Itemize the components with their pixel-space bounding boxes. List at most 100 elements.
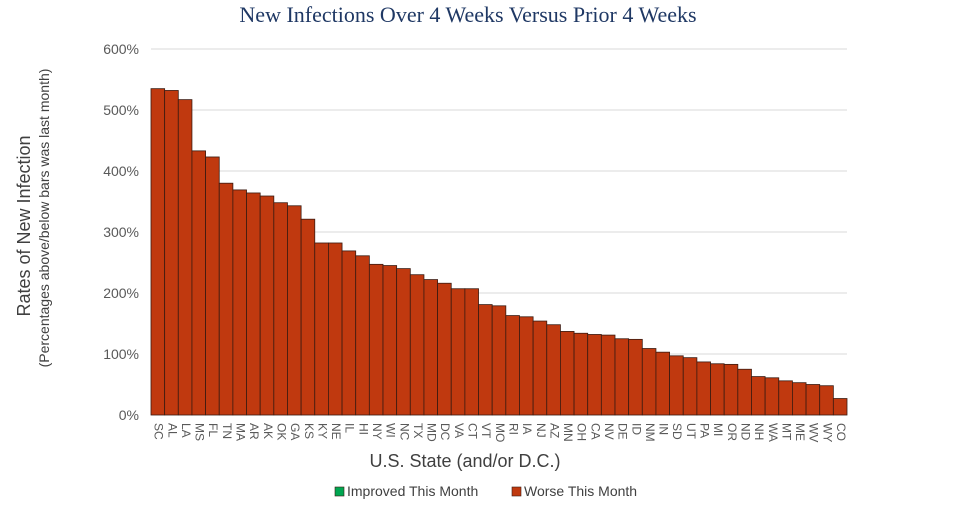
x-tick-label: AZ [547, 423, 561, 438]
bar-ky [314, 242, 329, 416]
bar-ks [300, 218, 316, 416]
legend-label: Improved This Month [347, 483, 478, 499]
x-tick-label: AK [261, 423, 275, 439]
x-tick-label: MD [425, 423, 439, 442]
x-tick-label: RI [506, 423, 520, 435]
y-axis-subtitle: (Percentages above/below bars was last m… [36, 69, 52, 368]
bar-ok [273, 202, 288, 416]
x-tick-label: MT [779, 423, 793, 441]
bar-nc [396, 268, 411, 416]
bar-oh [573, 332, 589, 416]
bar-ms [191, 150, 206, 416]
bar-nm [641, 348, 657, 416]
x-tick-label: IL [343, 423, 357, 433]
x-tick-label: DE [616, 423, 630, 440]
bar-mn [560, 331, 575, 416]
x-tick-label: HI [356, 423, 370, 435]
x-tick-label: PA [698, 423, 712, 438]
chart-title: New Infections Over 4 Weeks Versus Prior… [239, 2, 696, 27]
bar-vt [478, 304, 493, 416]
legend-swatch [511, 486, 522, 497]
bar-nj [532, 320, 548, 416]
x-tick-label: SD [670, 423, 684, 440]
x-tick-label: WV [807, 423, 821, 442]
x-tick-label: WA [766, 423, 780, 442]
bar-id [628, 338, 643, 416]
bars [150, 88, 848, 416]
x-tick-label: ND [738, 423, 752, 441]
x-tick-label: FL [206, 423, 220, 437]
x-tick-label: GA [288, 423, 302, 440]
bar-me [792, 382, 807, 416]
y-axis-ticks: 0% 100% 200% 300% 400% 500% 600% [103, 41, 139, 423]
x-tick-label: TN [220, 423, 234, 439]
y-tick-label: 100% [103, 346, 139, 362]
x-tick-label: WI [384, 423, 398, 438]
x-tick-label: NH [752, 423, 766, 440]
x-tick-label: ME [793, 423, 807, 441]
bar-sd [669, 355, 684, 416]
x-tick-label: WY [820, 423, 834, 442]
x-tick-label: MS [193, 423, 207, 441]
bar-fl [205, 156, 220, 416]
x-tick-label: NJ [534, 423, 548, 438]
x-tick-label: NM [643, 423, 657, 442]
bar-hi [355, 255, 370, 416]
x-tick-label: MN [561, 423, 575, 442]
x-tick-label: NY [370, 423, 384, 440]
y-tick-label: 200% [103, 285, 139, 301]
x-tick-label: VT [479, 423, 493, 439]
bar-mo [491, 305, 507, 416]
bar-ia [519, 316, 534, 416]
bar-in [655, 351, 670, 416]
bar-or [723, 363, 739, 416]
x-tick-label: OK [274, 423, 288, 440]
x-tick-label: CO [834, 423, 848, 441]
x-tick-label: UT [684, 423, 698, 440]
x-axis-ticks: SC AL LA MS FL TN MA AR AK OK GA KS KY NE IL HI NY WI NC TX… [152, 423, 848, 442]
bar-ut [682, 357, 698, 416]
x-tick-label: KS [302, 423, 316, 439]
bar-nd [737, 368, 752, 416]
bar-ga [287, 205, 302, 416]
x-tick-label: MO [493, 423, 507, 442]
bar-wv [805, 384, 821, 416]
bar-ak [259, 195, 275, 416]
bar-ri [505, 315, 520, 416]
bar-la [177, 99, 193, 416]
legend-label: Worse This Month [524, 483, 637, 499]
bar-az [546, 324, 561, 416]
x-tick-label: ID [629, 423, 643, 435]
legend: Improved This Month Worse This Month [334, 483, 637, 499]
y-tick-label: 300% [103, 224, 139, 240]
bar-dc [437, 282, 452, 416]
bar-nv [600, 334, 616, 416]
x-tick-label: MI [711, 423, 725, 436]
y-tick-label: 0% [119, 407, 139, 423]
x-tick-label: KY [315, 423, 329, 439]
x-tick-label: OR [725, 423, 739, 441]
bar-ca [587, 334, 602, 416]
bar-mi [710, 363, 725, 416]
x-tick-label: DC [438, 423, 452, 441]
x-tick-label: AR [247, 423, 261, 440]
x-tick-label: IN [657, 423, 671, 435]
bar-wa [764, 377, 780, 416]
bar-tn [218, 182, 234, 416]
x-tick-label: CT [466, 423, 480, 440]
y-tick-label: 500% [103, 102, 139, 118]
x-tick-label: CA [588, 423, 602, 440]
x-tick-label: TX [411, 423, 425, 438]
x-tick-label: AL [165, 423, 179, 438]
bar-ar [246, 192, 261, 416]
bar-wi [382, 265, 398, 416]
y-axis-title: Rates of New Infection [14, 135, 34, 316]
x-tick-label: SC [152, 423, 166, 440]
bar-tx [409, 274, 425, 416]
y-tick-label: 400% [103, 163, 139, 179]
bar-nh [751, 376, 766, 416]
x-tick-label: NC [397, 423, 411, 441]
bar-ny [368, 263, 384, 416]
bar-wy [819, 385, 834, 416]
